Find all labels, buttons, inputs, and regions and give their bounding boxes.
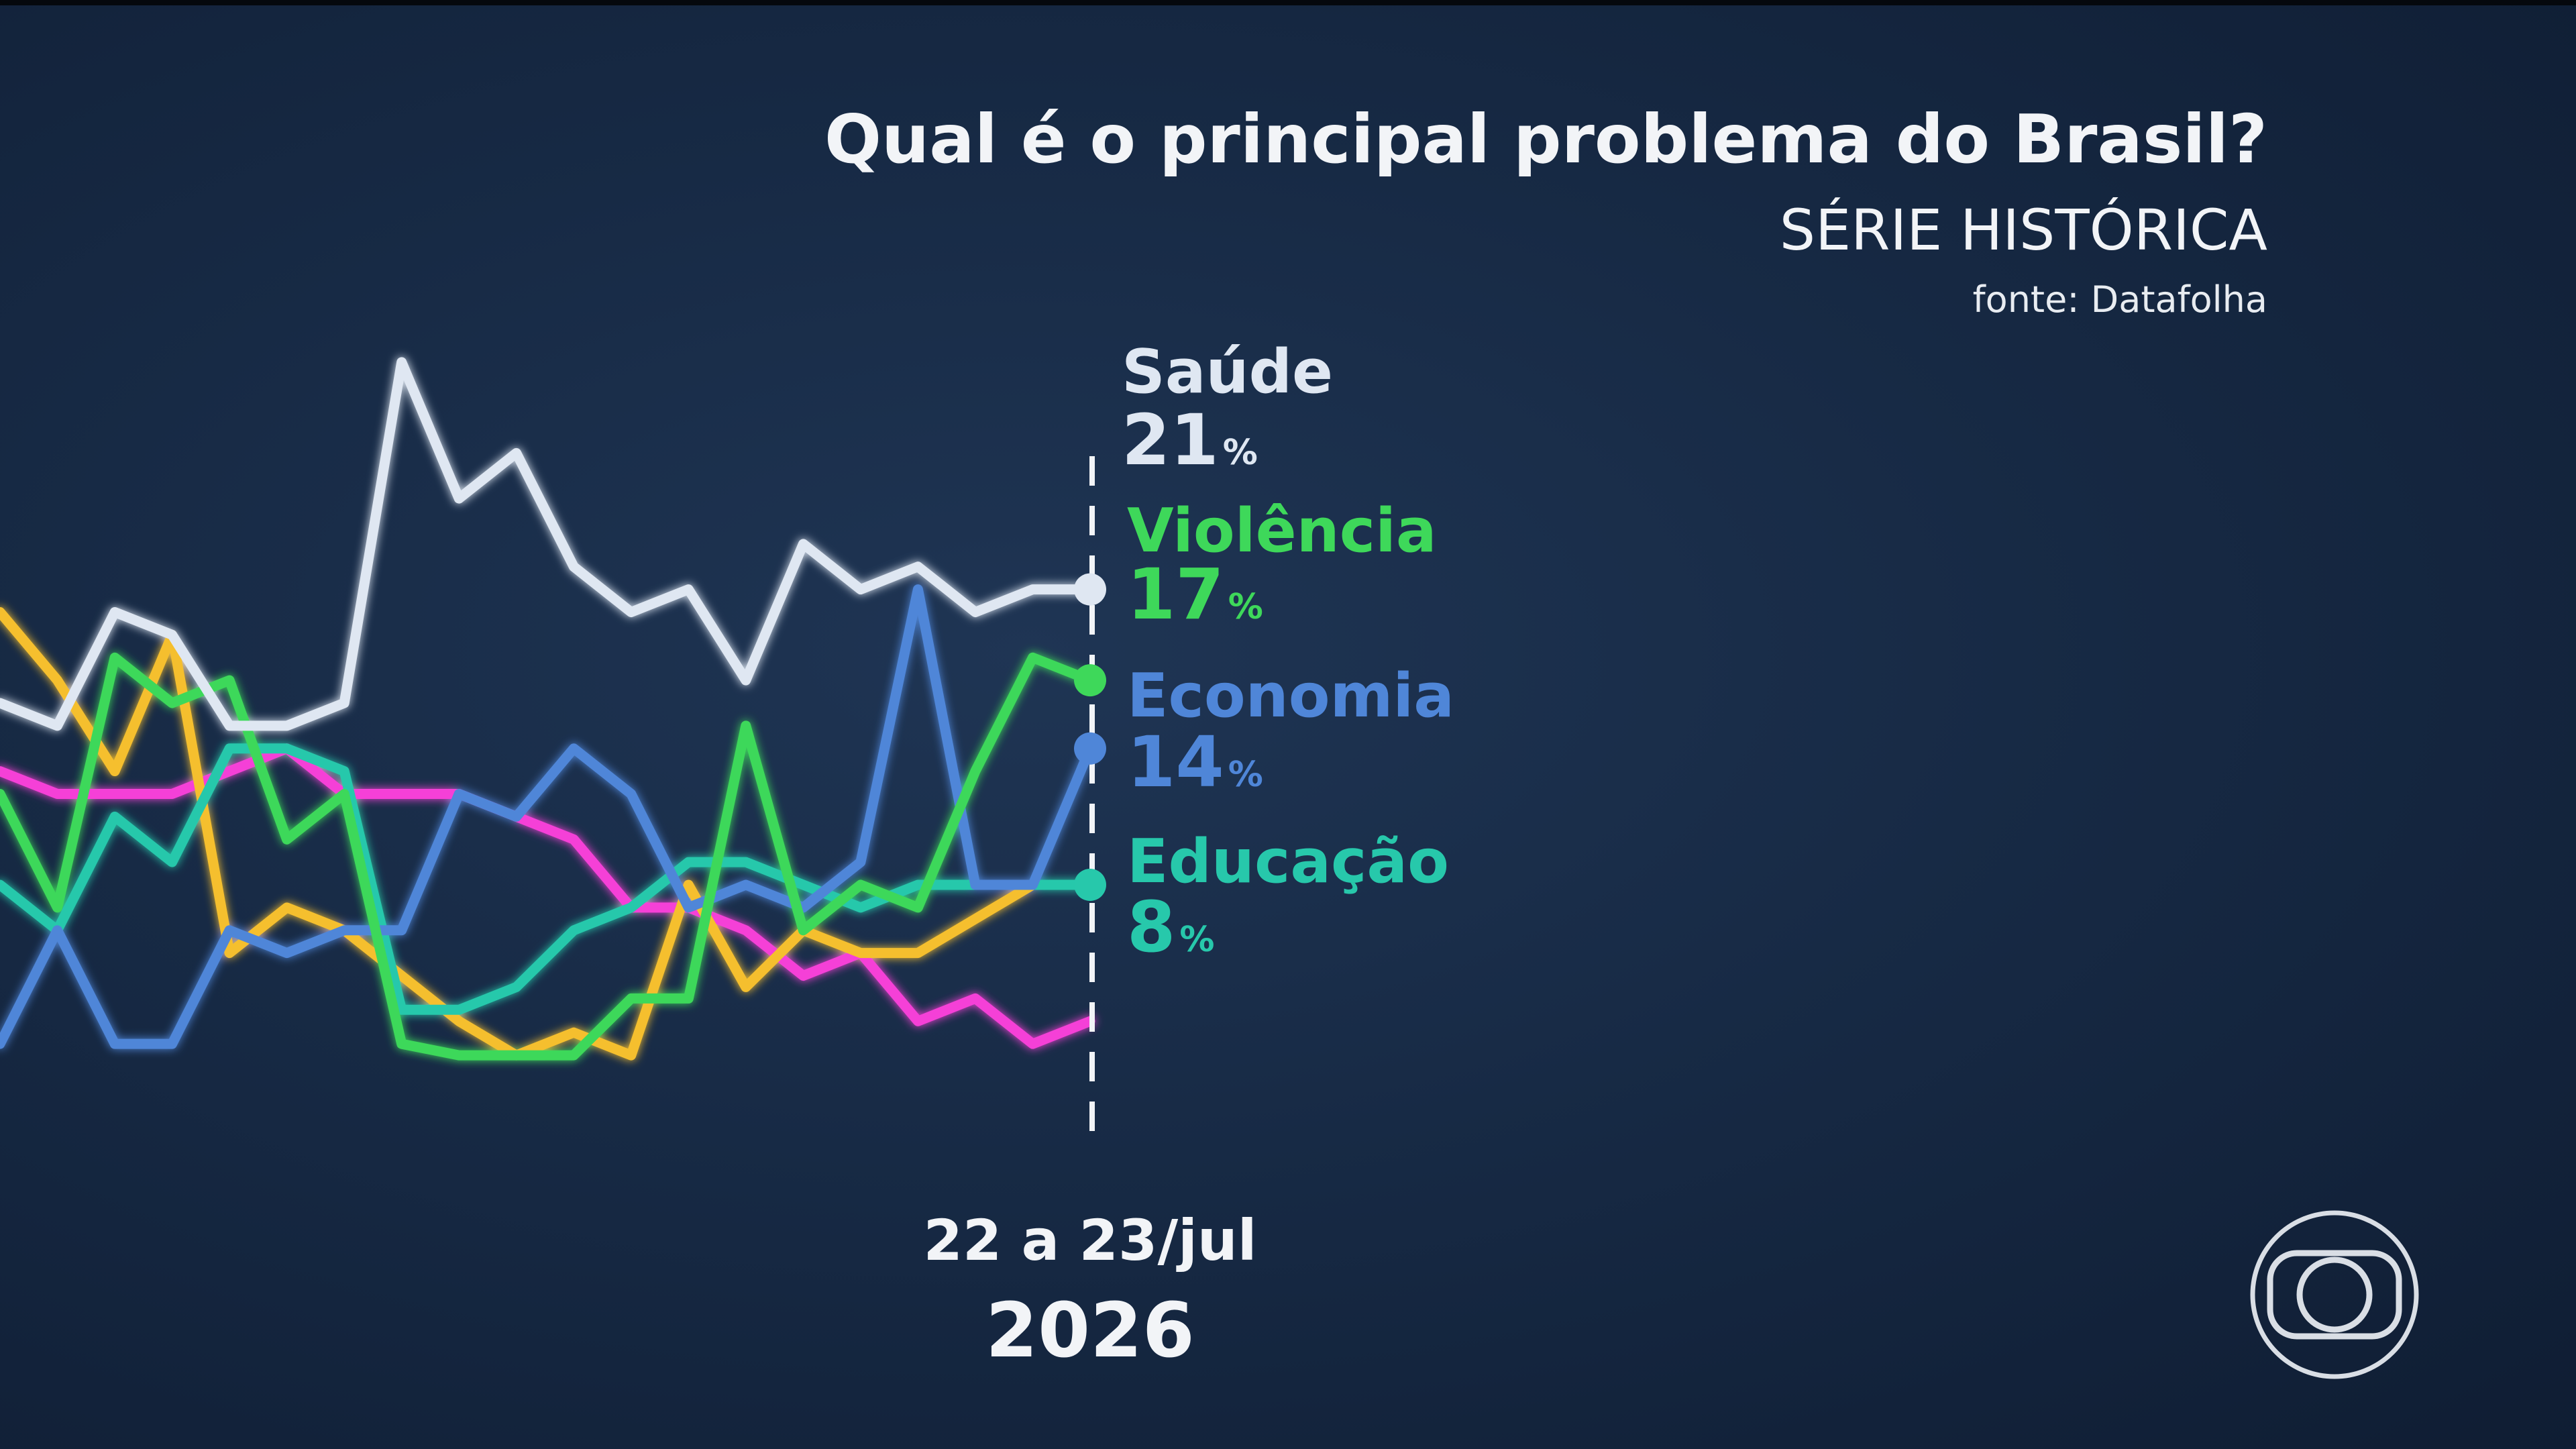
series-value-label: 21% [1122, 399, 1258, 481]
end-point-1 [1074, 664, 1106, 697]
series-value-label: 8% [1127, 886, 1214, 968]
series-line-1 [0, 652, 1095, 1061]
series-name-label: Educação [1127, 826, 1449, 897]
series-line-5 [0, 743, 1095, 1049]
globo-logo-icon [2250, 1210, 2419, 1379]
top-border [0, 0, 2576, 5]
series-line-0 [0, 357, 1095, 731]
chart-source: fonte: Datafolha [1973, 278, 2267, 321]
chart-subtitle: SÉRIE HISTÓRICA [1780, 197, 2267, 263]
series-lines [0, 357, 1095, 1061]
series-line-4 [0, 607, 1095, 1061]
series-name-label: Violência [1127, 496, 1437, 566]
series-line-3 [0, 743, 1095, 1015]
x-tick-year: 2026 [985, 1287, 1195, 1375]
series-end-points [1074, 573, 1106, 901]
x-tick-date: 22 a 23/jul [923, 1208, 1256, 1273]
series-line-2 [0, 584, 1095, 1049]
end-point-2 [1074, 732, 1106, 765]
series-value-label: 14% [1127, 721, 1263, 803]
series-name-label: Economia [1127, 661, 1454, 731]
end-point-0 [1074, 573, 1106, 606]
end-point-3 [1074, 869, 1106, 901]
series-name-label: Saúde [1122, 337, 1333, 407]
chart-title: Qual é o principal problema do Brasil? [824, 100, 2267, 178]
